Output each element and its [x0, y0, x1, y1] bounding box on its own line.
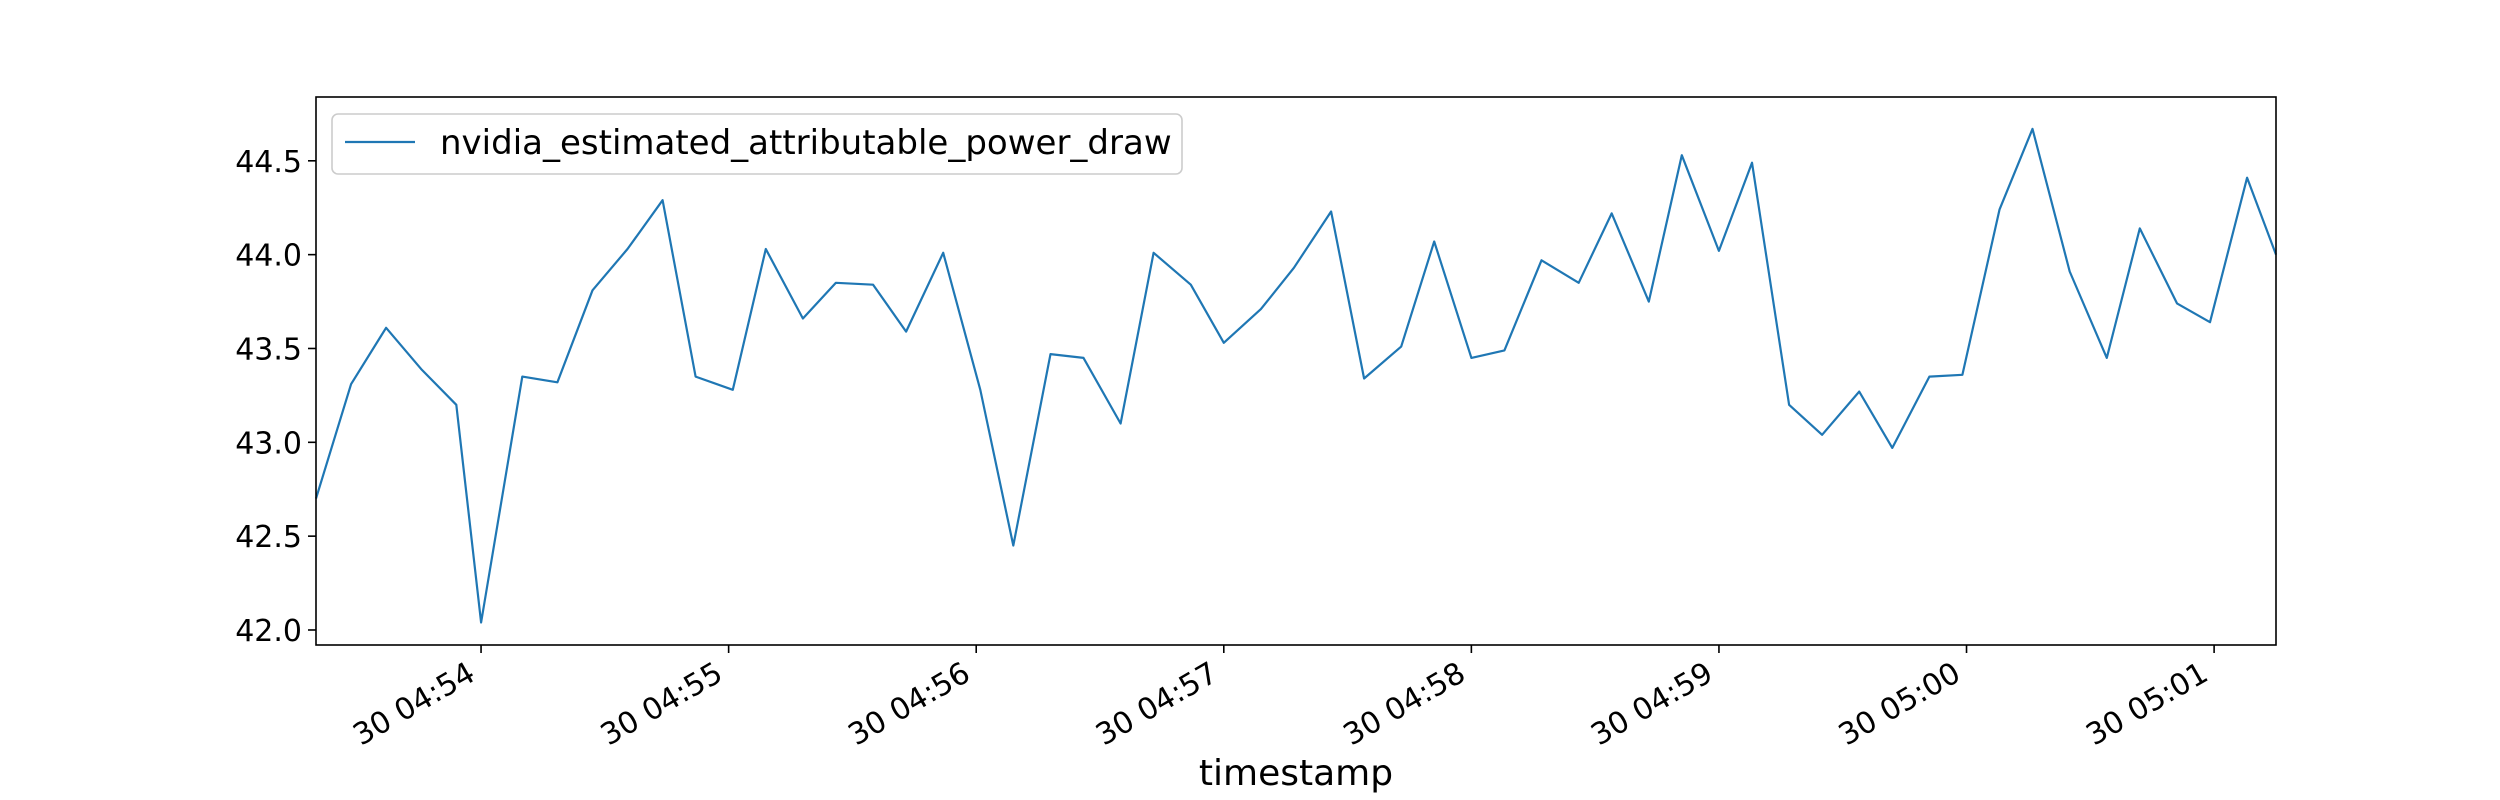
y-tick-label: 42.0 — [235, 614, 302, 649]
legend-label: nvidia_estimated_attributable_power_draw — [440, 123, 1172, 163]
y-axis: 42.0 42.5 43.0 43.5 44.0 44.5 — [235, 145, 316, 649]
x-axis-label: timestamp — [1199, 753, 1393, 794]
y-tick-label: 44.5 — [235, 145, 302, 180]
legend-box — [331, 113, 1183, 175]
y-tick-label: 43.0 — [235, 426, 302, 461]
y-tick-label: 44.0 — [235, 239, 302, 274]
y-tick-label: 42.5 — [235, 520, 302, 555]
y-tick-label: 43.5 — [235, 332, 302, 367]
plot-frame — [315, 96, 2277, 646]
series-line — [314, 127, 2278, 624]
series-layer — [314, 127, 2278, 624]
legend: nvidia_estimated_attributable_power_draw — [331, 113, 1183, 175]
